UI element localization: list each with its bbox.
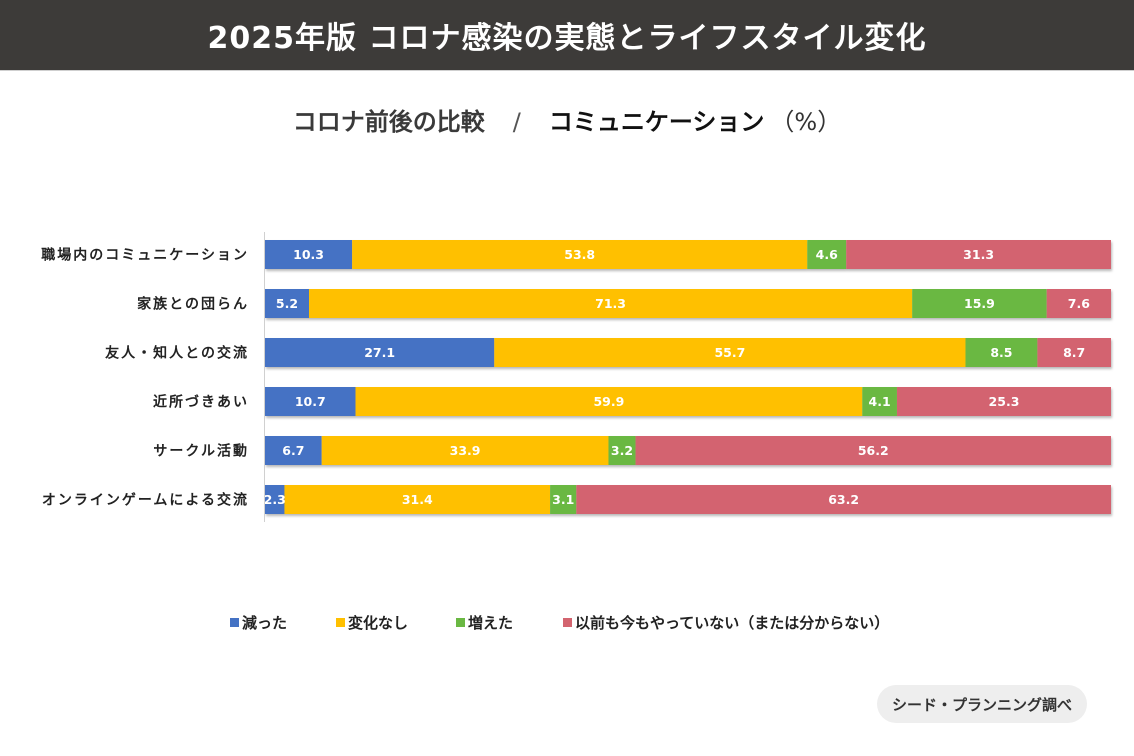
bar-segment <box>550 485 577 514</box>
bar-segment <box>265 240 353 269</box>
subtitle-separator: / <box>512 108 521 136</box>
source-badge: シード・プランニング調べ <box>877 685 1087 723</box>
data-label: 55.7 <box>714 345 745 360</box>
bar-segment <box>608 436 636 465</box>
bar-segment <box>807 240 847 269</box>
bars-group: 10.3 53.8 4.6 31.3 5.2 71.3 15.9 7.6 27.1 55.7 8.5… <box>264 240 1111 514</box>
subtitle-comparison: コロナ前後の比較 <box>292 108 485 136</box>
legend-label: 変化なし <box>348 614 409 632</box>
legend-swatch <box>230 618 239 627</box>
data-label: 10.7 <box>295 394 326 409</box>
data-label: 4.6 <box>816 247 838 262</box>
bar-segment <box>494 338 966 367</box>
bar-row <box>265 436 1111 465</box>
bar-row <box>265 485 1111 514</box>
bar-segment <box>1037 338 1111 367</box>
data-label: 56.2 <box>858 443 889 458</box>
data-label: 2.3 <box>264 492 286 507</box>
data-label: 25.3 <box>989 394 1020 409</box>
subtitle-topic: コミュニケーション <box>548 108 765 136</box>
bar-segment <box>965 338 1038 367</box>
data-label: 59.9 <box>593 394 624 409</box>
data-label: 63.2 <box>828 492 859 507</box>
data-label: 31.4 <box>402 492 433 507</box>
legend-swatch <box>336 618 345 627</box>
legend-item: 変化なし <box>336 612 408 633</box>
legend-item: 増えた <box>456 612 513 633</box>
bar-segment <box>355 387 863 416</box>
bar-segment <box>284 485 551 514</box>
bar-segment <box>352 240 808 269</box>
category-label: 家族との団らん <box>137 296 249 313</box>
data-label: 7.6 <box>1068 296 1090 311</box>
bar-segment <box>308 289 913 318</box>
stacked-bar-chart: 10.3 53.8 4.6 31.3 5.2 71.3 15.9 7.6 27.1 55.7 8.5… <box>41 232 1111 522</box>
header-bar: 2025年版 コロナ感染の実態とライフスタイル変化 <box>0 0 1134 71</box>
bar-segment <box>265 485 285 514</box>
data-label: 53.8 <box>564 247 595 262</box>
bar-row <box>265 289 1111 318</box>
bar-row <box>265 387 1111 416</box>
data-label: 27.1 <box>364 345 395 360</box>
data-label: 3.1 <box>552 492 574 507</box>
legend-label: 以前も今もやっていない（または分からない） <box>575 614 890 632</box>
legend-swatch <box>456 618 465 627</box>
bar-row <box>265 240 1111 269</box>
data-label: 3.2 <box>611 443 633 458</box>
data-label: 6.7 <box>282 443 304 458</box>
data-label: 8.5 <box>990 345 1012 360</box>
data-label: 33.9 <box>450 443 481 458</box>
bar-segment <box>635 436 1111 465</box>
bar-segment <box>265 289 309 318</box>
bar-segment <box>321 436 609 465</box>
category-label: 職場内のコミュニケーション <box>41 247 249 264</box>
bar-segment <box>912 289 1047 318</box>
data-label: 71.3 <box>595 296 626 311</box>
category-labels-group: 職場内のコミュニケーション家族との団らん友人・知人との交流近所づきあいサークル活… <box>41 247 249 509</box>
category-label: サークル活動 <box>153 443 249 460</box>
category-label: 友人・知人との交流 <box>105 345 249 362</box>
data-label: 4.1 <box>869 394 891 409</box>
page-title: 2025年版 コロナ感染の実態とライフスタイル変化 <box>207 21 927 56</box>
bar-segment <box>265 387 356 416</box>
bar-segment <box>1046 289 1111 318</box>
legend-label: 減った <box>242 614 288 632</box>
bar-segment <box>576 485 1111 514</box>
data-label: 31.3 <box>963 247 994 262</box>
data-label: 10.3 <box>293 247 324 262</box>
bar-row <box>265 338 1111 367</box>
data-label: 15.9 <box>964 296 995 311</box>
bar-segment <box>265 338 495 367</box>
legend-label: 増えた <box>468 614 514 632</box>
legend-item: 減った <box>230 612 287 633</box>
category-label: オンラインゲームによる交流 <box>42 492 249 509</box>
bar-segment <box>896 387 1111 416</box>
legend-item: 以前も今もやっていない（または分からない） <box>563 612 889 633</box>
source-label: シード・プランニング調べ <box>891 695 1072 714</box>
bar-segment <box>265 436 322 465</box>
category-label: 近所づきあい <box>153 394 249 411</box>
chart-legend: 減った 変化なし 増えた 以前も今もやっていない（または分からない） <box>0 612 1134 636</box>
bar-segment <box>862 387 897 416</box>
bar-segment <box>846 240 1111 269</box>
data-label: 8.7 <box>1063 345 1085 360</box>
legend-swatch <box>563 618 572 627</box>
data-label: 5.2 <box>276 296 298 311</box>
subtitle-unit: （%） <box>770 108 842 136</box>
chart-subtitle: コロナ前後の比較 / コミュニケーション （%） <box>0 102 1134 137</box>
